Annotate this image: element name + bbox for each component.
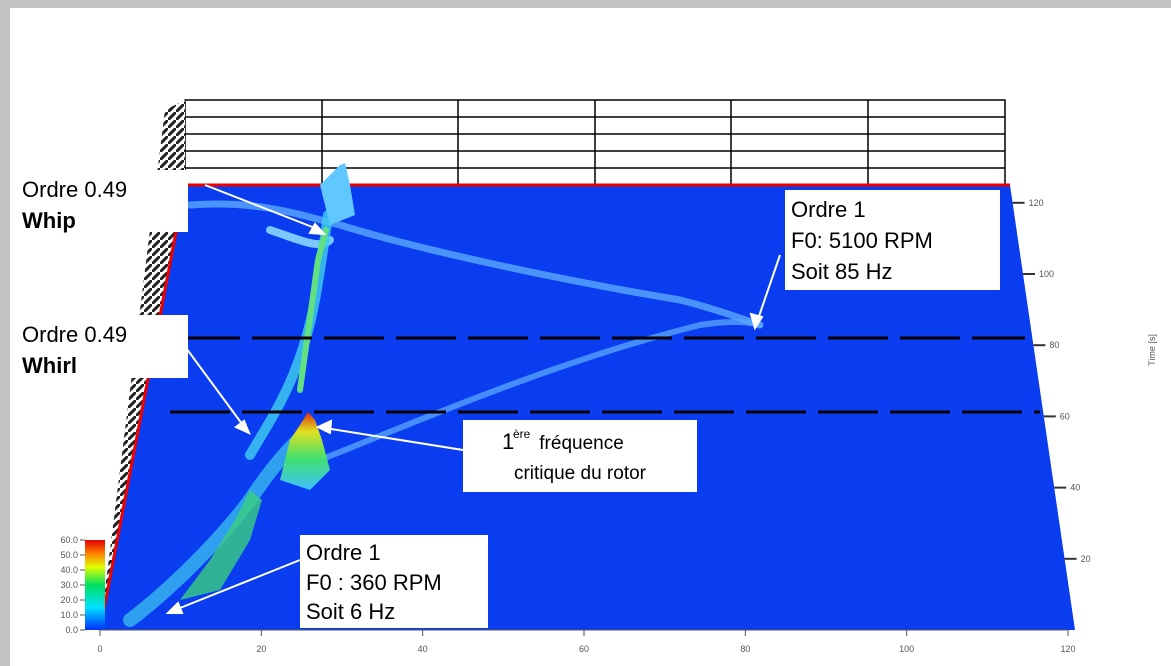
colorbar-tick-label: 50.0 <box>60 550 78 560</box>
annotation-text: Ordre 0.49 <box>22 177 127 202</box>
x-tick-label: 40 <box>418 644 428 654</box>
x-tick-label: 60 <box>579 644 589 654</box>
annotation: Ordre 1 F0 : 360 RPM Soit 6 Hz <box>300 535 488 628</box>
colorbar-tick-label: 10.0 <box>60 610 78 620</box>
colorbar-tick-label: 60.0 <box>60 535 78 545</box>
time-tick-label: 20 <box>1081 554 1091 564</box>
time-tick-label: 100 <box>1039 269 1054 279</box>
x-tick-label: 100 <box>899 644 914 654</box>
time-tick-label: 60 <box>1060 411 1070 421</box>
time-tick-label: 80 <box>1049 340 1059 350</box>
annotation: 1 ère fréquence critique du rotor <box>463 420 697 492</box>
y-axis-label: Time [s] <box>1147 334 1157 366</box>
chart: Time [s] 0 20 40 60 80 100 120 20 40 60 80 100 120 0.… <box>0 0 1171 666</box>
annotation-text: Soit 85 Hz <box>791 259 893 284</box>
annotation-text: critique du rotor <box>514 463 647 484</box>
colorbar-tick-label: 0.0 <box>65 625 78 635</box>
colorbar-tick-label: 30.0 <box>60 580 78 590</box>
time-tick-label: 40 <box>1070 483 1080 493</box>
x-tick-label: 20 <box>256 644 266 654</box>
annotation-text: Ordre 1 <box>306 540 381 565</box>
colorbar <box>85 540 105 630</box>
annotation: Ordre 0.49 Whirl <box>13 315 188 378</box>
annotation-text: Soit 6 Hz <box>306 599 395 624</box>
annotation-text: fréquence <box>534 433 624 454</box>
annotation-text: Whip <box>22 208 76 233</box>
annotation: Ordre 1 F0: 5100 RPM Soit 85 Hz <box>785 190 1000 290</box>
annotation-text: Whirl <box>22 353 77 378</box>
annotation-text: Ordre 0.49 <box>22 322 127 347</box>
annotation: Ordre 0.49 Whip <box>13 170 188 233</box>
colorbar-tick-label: 40.0 <box>60 565 78 575</box>
annotation-text: Ordre 1 <box>791 197 866 222</box>
annotation-superscript: ère <box>513 427 531 441</box>
annotation-text: F0 : 360 RPM <box>306 570 442 595</box>
time-tick-label: 120 <box>1029 198 1044 208</box>
x-tick-label: 120 <box>1060 644 1075 654</box>
x-tick-label: 0 <box>97 644 102 654</box>
annotation-text: F0: 5100 RPM <box>791 228 933 253</box>
back-wall <box>185 100 1005 185</box>
x-tick-label: 80 <box>740 644 750 654</box>
colorbar-tick-label: 20.0 <box>60 595 78 605</box>
